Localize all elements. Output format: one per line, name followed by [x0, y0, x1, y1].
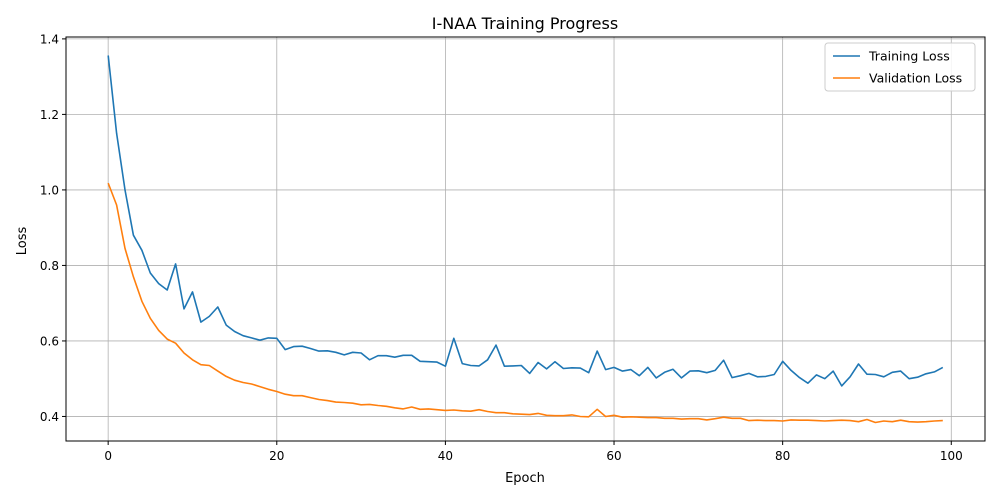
y-tick-label: 1.0	[40, 183, 59, 197]
grid	[66, 37, 985, 441]
y-axis-label: Loss	[15, 227, 30, 256]
x-tick-label: 20	[269, 449, 284, 463]
x-tick-label: 40	[438, 449, 453, 463]
legend-label-training-loss: Training Loss	[868, 49, 950, 64]
chart-title: I-NAA Training Progress	[432, 14, 618, 33]
y-tick-label: 0.8	[40, 259, 59, 273]
series-line-training-loss	[107, 55, 944, 387]
x-tick-label: 0	[104, 449, 112, 463]
y-tick-label: 1.4	[40, 32, 59, 46]
x-tick-label: 100	[940, 449, 963, 463]
y-tick-label: 1.2	[40, 108, 59, 122]
ticks: 0 20 40 60 80 100 0.4 0.6 0.8 1.0 1.2 1.4	[40, 32, 963, 463]
y-tick-label: 0.6	[40, 334, 59, 348]
y-tick-label: 0.4	[40, 410, 59, 424]
legend-box	[824, 42, 976, 92]
x-axis-label: Epoch	[505, 471, 545, 486]
series-line-validation-loss	[107, 182, 943, 424]
legend: Training Loss Validation Loss	[824, 42, 976, 92]
legend-label-validation-loss: Validation Loss	[869, 71, 962, 86]
x-tick-label: 60	[606, 449, 621, 463]
series-layer	[107, 55, 944, 424]
plot-frame	[65, 36, 986, 442]
x-tick-label: 80	[775, 449, 790, 463]
